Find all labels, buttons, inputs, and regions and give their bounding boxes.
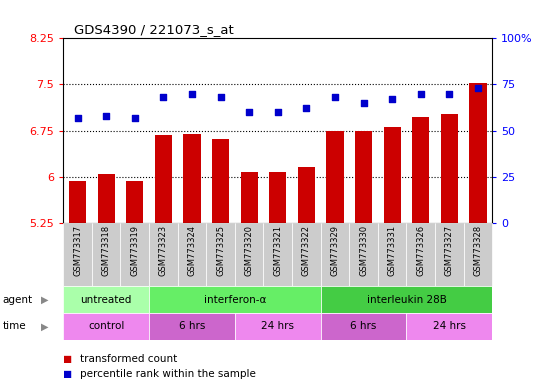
Point (388, 96, 397, 102)
Text: GSM773325: GSM773325 (216, 225, 225, 276)
Bar (63, 286, 149, 313)
Text: GSM773317: GSM773317 (73, 225, 82, 276)
Text: 24 hrs: 24 hrs (261, 321, 294, 331)
Text: GSM773323: GSM773323 (159, 225, 168, 276)
Text: agent: agent (3, 295, 33, 305)
Bar (412, 117, 430, 223)
Bar (149, 286, 321, 313)
Bar (406, 223, 435, 286)
Bar (269, 172, 287, 223)
Text: GSM773331: GSM773331 (388, 225, 397, 276)
Text: GSM773329: GSM773329 (331, 225, 339, 276)
Text: ▶: ▶ (41, 295, 49, 305)
Bar (464, 223, 492, 286)
Text: GSM773330: GSM773330 (359, 225, 368, 276)
Point (159, 94, 168, 101)
Point (416, 91, 425, 97)
Bar (183, 134, 201, 223)
Bar (92, 223, 120, 286)
Bar (178, 223, 206, 286)
Bar (240, 172, 258, 223)
Text: ▶: ▶ (41, 321, 49, 331)
Text: GSM773322: GSM773322 (302, 225, 311, 276)
Bar (120, 223, 149, 286)
Bar (97, 174, 115, 223)
Text: 6 hrs: 6 hrs (350, 321, 377, 331)
Bar (155, 135, 172, 223)
Point (302, 105, 311, 111)
Point (445, 91, 454, 97)
Text: time: time (3, 321, 26, 331)
Text: GSM773328: GSM773328 (474, 225, 482, 276)
Bar (235, 313, 321, 340)
Text: GDS4390 / 221073_s_at: GDS4390 / 221073_s_at (74, 23, 234, 36)
Bar (349, 223, 378, 286)
Bar (378, 223, 406, 286)
Bar (355, 131, 372, 223)
Text: ◼: ◼ (63, 369, 73, 379)
Text: transformed count: transformed count (80, 354, 177, 364)
Point (130, 114, 139, 121)
Text: GSM773319: GSM773319 (130, 225, 139, 276)
Text: GSM773320: GSM773320 (245, 225, 254, 276)
Text: GSM773318: GSM773318 (102, 225, 111, 276)
Text: ◼: ◼ (63, 354, 73, 364)
Bar (149, 313, 235, 340)
Text: interleukin 28B: interleukin 28B (366, 295, 447, 305)
Bar (326, 131, 344, 223)
Text: 6 hrs: 6 hrs (179, 321, 205, 331)
Point (474, 85, 482, 91)
Text: GSM773326: GSM773326 (416, 225, 425, 276)
Text: interferon-α: interferon-α (204, 295, 266, 305)
Point (73, 114, 82, 121)
Text: GSM773327: GSM773327 (445, 225, 454, 276)
Bar (126, 181, 144, 223)
Text: 24 hrs: 24 hrs (433, 321, 466, 331)
Point (359, 100, 368, 106)
Point (245, 109, 254, 115)
Point (188, 91, 196, 97)
Bar (321, 286, 492, 313)
Bar (321, 313, 406, 340)
Bar (435, 223, 464, 286)
Bar (69, 181, 86, 223)
Bar (263, 223, 292, 286)
Bar (149, 223, 178, 286)
Bar (235, 223, 263, 286)
Text: percentile rank within the sample: percentile rank within the sample (80, 369, 256, 379)
Text: untreated: untreated (80, 295, 132, 305)
Bar (212, 139, 229, 223)
Point (273, 109, 282, 115)
Bar (63, 223, 92, 286)
Point (216, 94, 225, 101)
Bar (406, 313, 492, 340)
Bar (63, 313, 149, 340)
Bar (441, 114, 458, 223)
Text: GSM773321: GSM773321 (273, 225, 282, 276)
Text: GSM773324: GSM773324 (188, 225, 196, 276)
Bar (321, 223, 349, 286)
Bar (383, 127, 401, 223)
Bar (298, 167, 315, 223)
Text: control: control (88, 321, 124, 331)
Point (331, 94, 339, 101)
Bar (469, 83, 487, 223)
Bar (292, 223, 321, 286)
Bar (206, 223, 235, 286)
Point (102, 113, 111, 119)
